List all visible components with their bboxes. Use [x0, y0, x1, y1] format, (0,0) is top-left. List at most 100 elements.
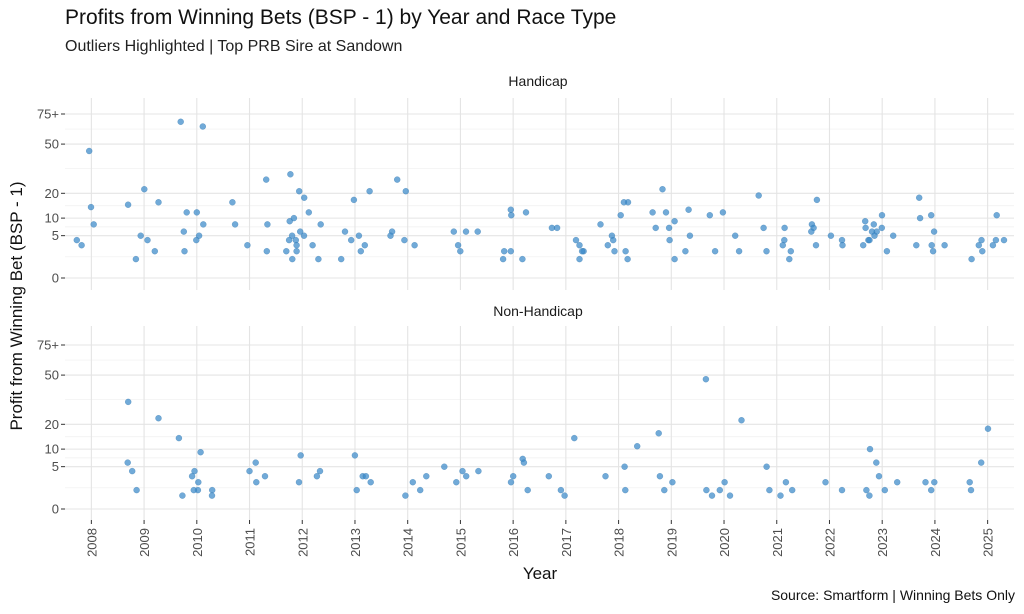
data-point	[401, 236, 408, 244]
data-point	[576, 241, 583, 249]
x-tick-label: 2012	[295, 528, 310, 557]
data-point	[941, 241, 948, 249]
data-point	[968, 255, 975, 263]
data-point	[989, 241, 997, 249]
x-tick-label: 2014	[401, 528, 416, 557]
data-point	[423, 472, 430, 480]
data-point	[870, 221, 878, 228]
data-point	[193, 209, 201, 216]
data-point	[928, 241, 935, 249]
data-point	[177, 118, 184, 126]
data-point	[889, 232, 897, 239]
data-point	[604, 241, 612, 249]
data-point	[253, 478, 260, 486]
data-point	[557, 486, 565, 494]
y-tick-label: 0	[52, 271, 59, 286]
x-tick-label: 2008	[84, 528, 99, 557]
data-point	[155, 199, 162, 206]
data-point	[735, 247, 743, 255]
data-point	[459, 467, 466, 475]
data-point	[315, 255, 322, 263]
data-point	[263, 247, 271, 255]
data-point	[622, 247, 629, 255]
data-point	[931, 478, 938, 486]
data-point	[208, 492, 216, 499]
data-point	[686, 232, 694, 239]
data-point	[124, 201, 132, 208]
x-tick-label: 2011	[243, 528, 258, 556]
data-point	[179, 492, 186, 499]
data-point	[181, 247, 188, 255]
data-point	[755, 192, 762, 199]
data-point	[132, 255, 140, 263]
data-point	[866, 445, 874, 453]
data-point	[621, 463, 628, 470]
data-point	[782, 478, 790, 486]
data-point	[522, 209, 530, 216]
data-point	[453, 478, 460, 486]
data-point	[671, 217, 678, 225]
data-point	[128, 467, 136, 475]
data-point	[507, 247, 515, 255]
data-point	[726, 492, 734, 499]
data-point	[499, 255, 507, 263]
data-point	[507, 206, 515, 213]
facet-label-non-handicap: Non-Handicap	[493, 303, 583, 319]
data-point	[229, 199, 236, 206]
data-point	[659, 185, 666, 193]
data-point	[866, 236, 873, 244]
data-point	[124, 459, 131, 466]
panel-handicap: Handicap 0 5 10 20 50 75+	[37, 73, 1014, 290]
data-point	[151, 247, 159, 255]
data-point	[624, 255, 631, 263]
data-point	[457, 247, 464, 255]
data-point	[287, 171, 294, 178]
data-point	[666, 236, 673, 244]
data-point	[288, 232, 296, 239]
data-point	[838, 486, 846, 494]
data-point	[295, 478, 303, 486]
x-axis-title: Year	[523, 564, 558, 583]
data-point	[188, 472, 196, 480]
panel-handicap-plot: 0 5 10 20 50 75+	[37, 98, 1014, 290]
data-point	[387, 232, 394, 239]
y-tick-label: 10	[45, 211, 59, 226]
data-point	[141, 185, 148, 193]
data-point	[441, 463, 448, 470]
data-point	[669, 478, 676, 486]
data-point	[763, 247, 770, 255]
data-point	[777, 492, 784, 499]
data-point	[416, 486, 424, 494]
data-point	[180, 228, 188, 235]
panel-non-handicap-plot: 0 5 10 20 50 75+	[37, 326, 1014, 520]
data-point	[611, 247, 618, 255]
data-point	[144, 236, 151, 244]
data-point	[922, 478, 929, 486]
data-point	[875, 472, 883, 480]
x-tick-label: 2016	[506, 528, 521, 557]
data-point	[296, 228, 304, 235]
data-point	[286, 217, 293, 225]
data-point	[927, 211, 935, 219]
y-tick-label: 75+	[37, 338, 59, 353]
data-point	[366, 187, 373, 195]
data-point	[812, 241, 820, 249]
data-point	[977, 459, 985, 466]
data-point	[462, 228, 470, 235]
data-point	[133, 486, 140, 494]
data-point	[297, 452, 304, 459]
data-point	[731, 232, 739, 239]
y-tick-label: 10	[45, 442, 59, 457]
data-point	[786, 255, 793, 263]
data-point	[620, 199, 628, 206]
data-point	[703, 486, 710, 494]
data-point	[571, 434, 578, 442]
data-point	[622, 486, 629, 494]
data-point	[519, 255, 526, 263]
data-point	[719, 209, 727, 216]
data-point	[409, 478, 417, 486]
data-point	[578, 247, 586, 255]
x-tick-label: 2013	[348, 528, 363, 557]
data-point	[474, 228, 481, 235]
data-point	[866, 492, 873, 499]
